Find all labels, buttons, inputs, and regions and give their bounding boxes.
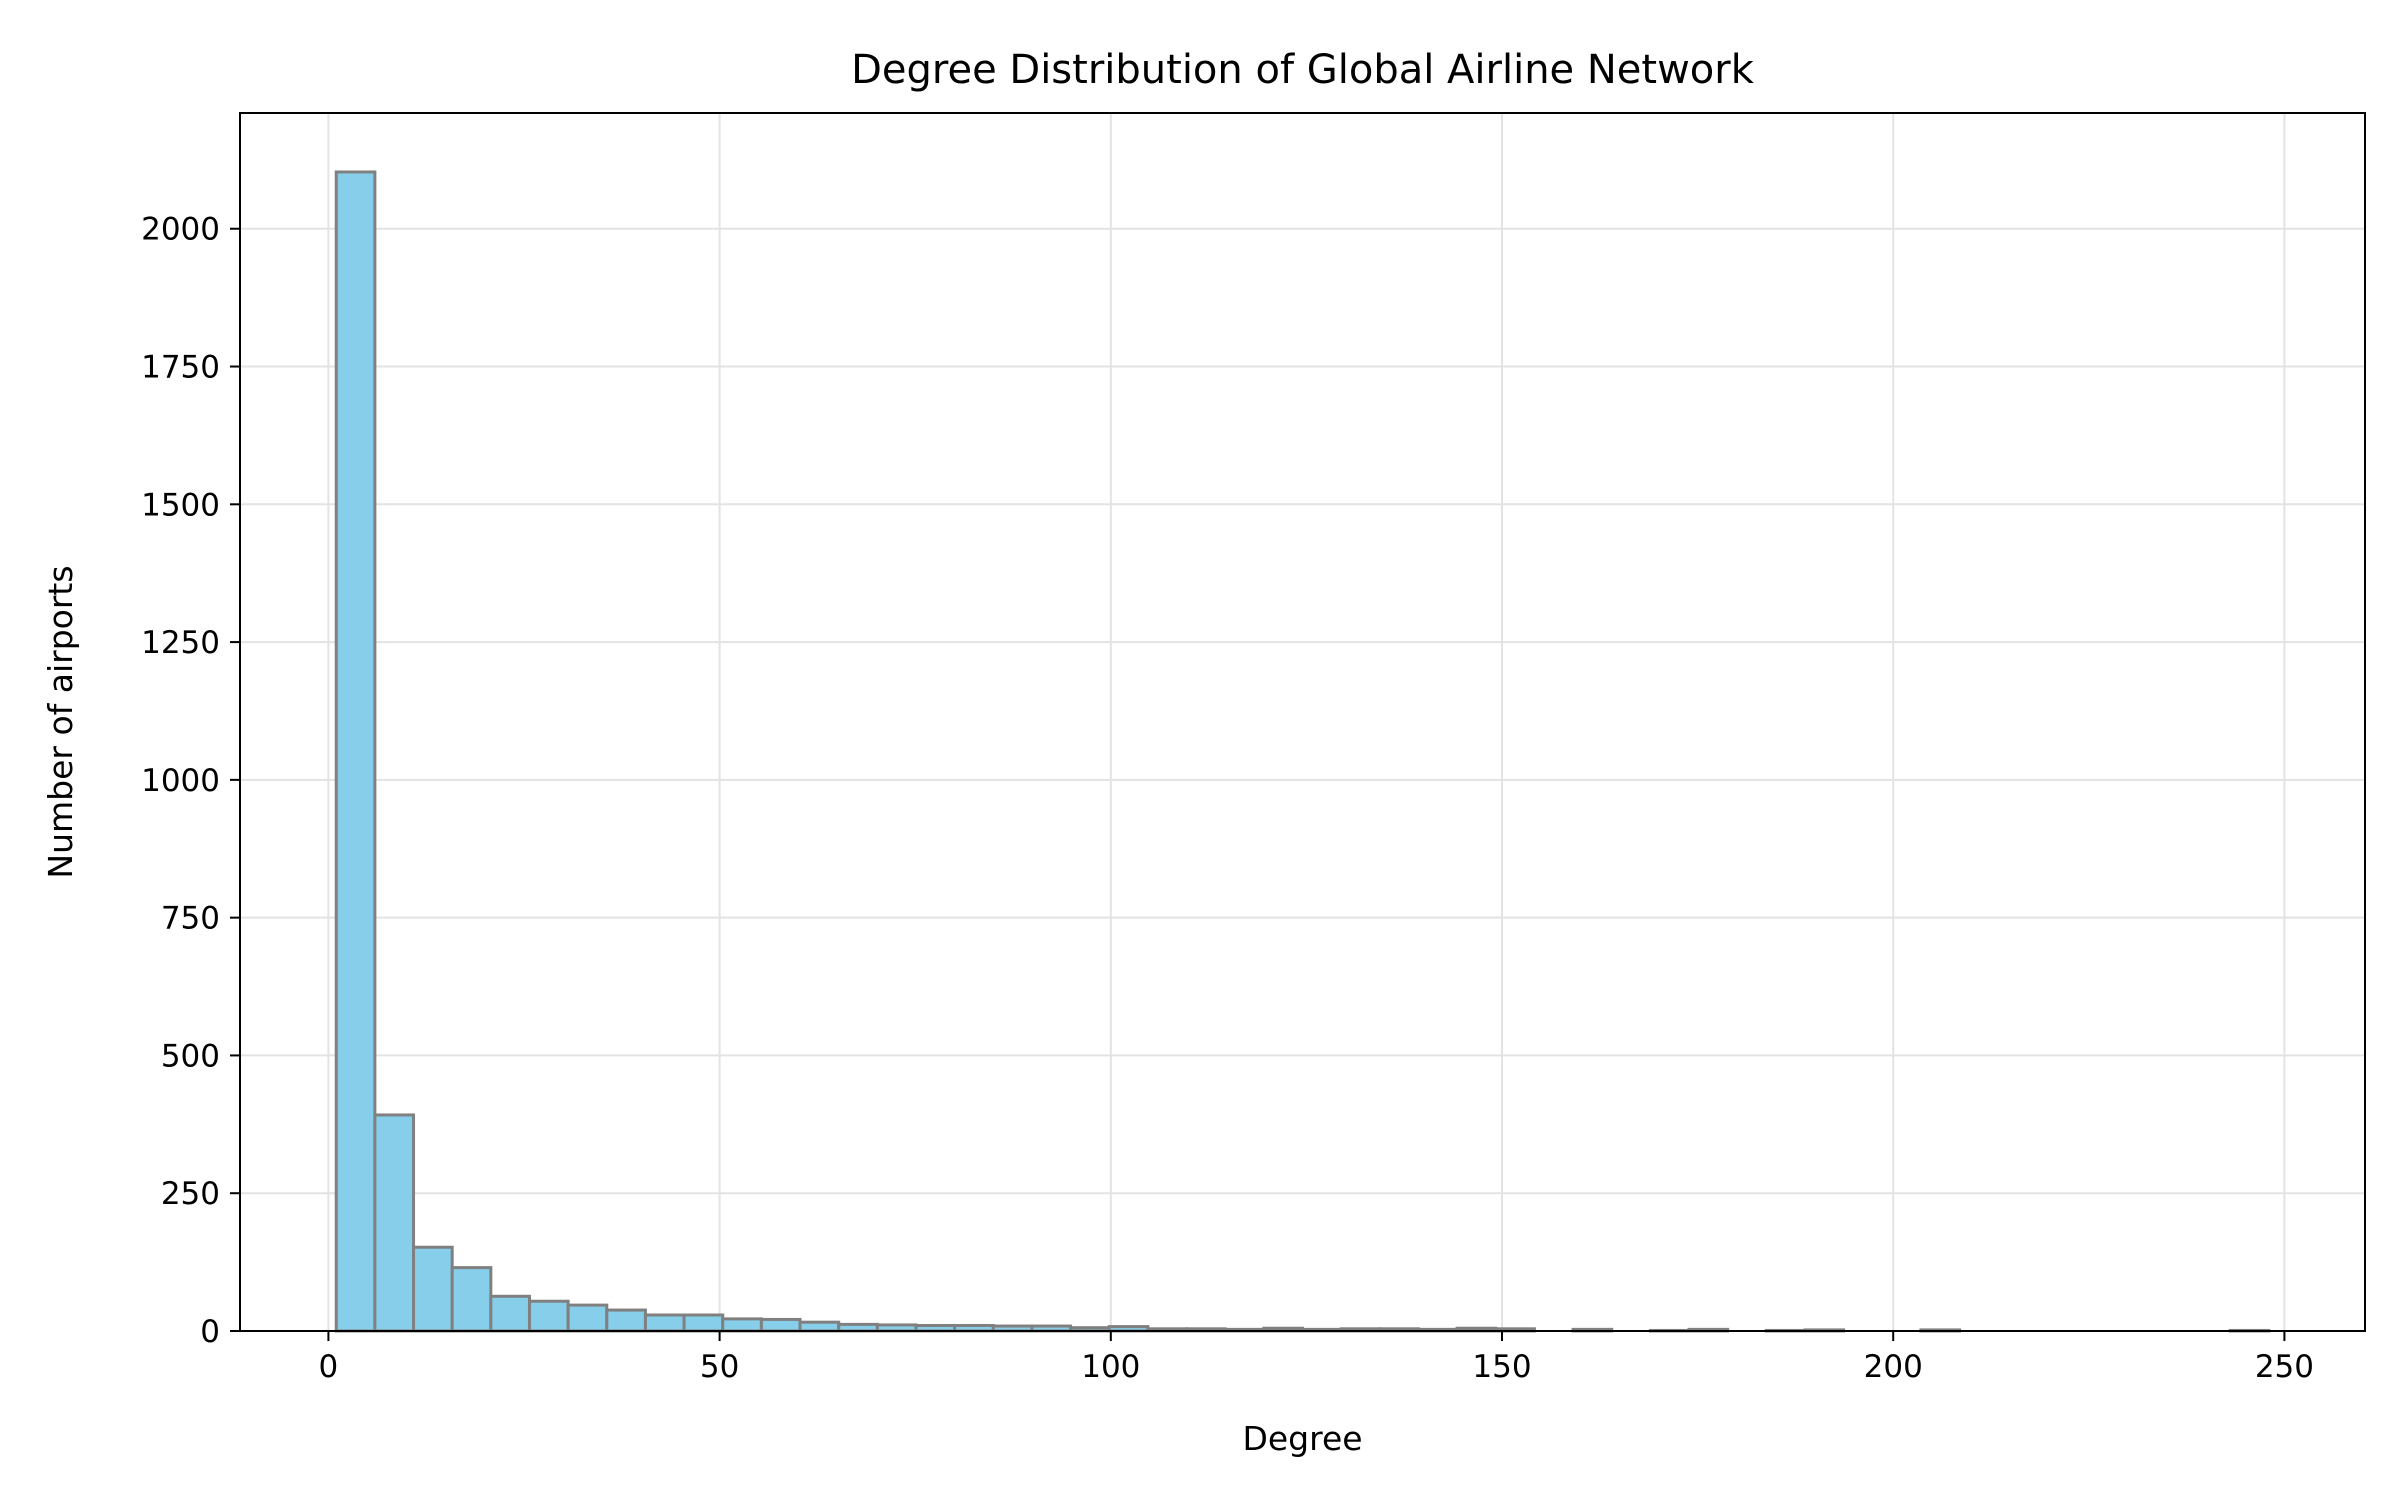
histogram-bar (605, 1308, 647, 1333)
x-axis-label: Degree (1242, 1419, 1362, 1458)
histogram-bar (412, 1245, 454, 1333)
y-tick-label: 1500 (141, 487, 220, 523)
histogram-bar (682, 1313, 725, 1333)
y-tick-label: 1000 (141, 763, 220, 799)
histogram-bar (798, 1320, 841, 1333)
histogram-bar (527, 1299, 570, 1333)
plot-frame (239, 112, 2366, 1332)
y-tick-label: 500 (161, 1038, 220, 1074)
histogram-bar (373, 1113, 416, 1333)
y-tick-label: 1750 (141, 350, 220, 386)
axis-ticks: 0 50 100 150 200 250 0 250 500 750 1000 1250 1500 175… (141, 212, 2314, 1385)
histogram-bar (450, 1266, 493, 1333)
x-tick-label: 100 (1081, 1349, 1140, 1385)
histogram-bar (759, 1317, 802, 1333)
x-tick-label: 200 (1864, 1349, 1923, 1385)
histogram-bar (721, 1317, 763, 1333)
grid-lines (240, 113, 2365, 1332)
y-tick-label: 250 (161, 1176, 220, 1212)
histogram-bar (489, 1294, 531, 1333)
x-tick-label: 150 (1472, 1349, 1531, 1385)
chart-title: Degree Distribution of Global Airline Ne… (851, 47, 1755, 93)
x-tick-label: 50 (700, 1349, 739, 1385)
histogram-bar (566, 1303, 609, 1333)
histogram-bar (643, 1313, 686, 1333)
y-tick-label: 2000 (141, 212, 220, 248)
y-tick-label: 750 (161, 901, 220, 937)
x-tick-label: 250 (2255, 1349, 2314, 1385)
x-tick-label: 0 (319, 1349, 339, 1385)
y-tick-label: 0 (200, 1314, 220, 1350)
histogram-bar (334, 170, 377, 1333)
y-tick-label: 1250 (141, 625, 220, 661)
y-axis-label: Number of airports (41, 565, 80, 878)
histogram-bars (334, 170, 2271, 1333)
